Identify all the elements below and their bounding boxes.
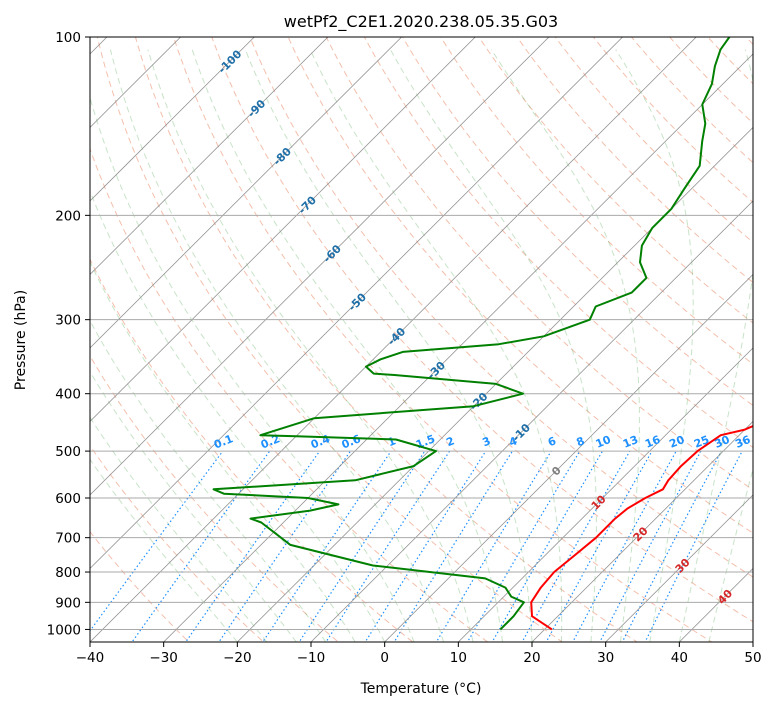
- dry-adiabat: [363, 37, 753, 448]
- x-tick-label: 30: [597, 650, 614, 666]
- y-tick-label: 300: [55, 313, 81, 329]
- dry-adiabat: [211, 37, 753, 623]
- moist-adiabat: [244, 49, 533, 642]
- dry-adiabat: [90, 530, 190, 642]
- temperature-profile-line: [530, 424, 753, 631]
- x-tick-label: 40: [671, 650, 688, 666]
- dry-adiabat: [90, 355, 340, 642]
- y-axis-label: Pressure (hPa): [13, 290, 29, 390]
- x-tick-label: −40: [76, 650, 105, 666]
- isotherm-line: [236, 126, 753, 642]
- dry-adiabat: [630, 37, 753, 164]
- moist-adiabat: [90, 319, 327, 642]
- sounding-profiles: [212, 37, 753, 631]
- x-tick-label: 10: [450, 650, 467, 666]
- isotherm-line: [310, 200, 753, 642]
- dry-adiabat: [402, 37, 753, 407]
- y-tick-label: 700: [55, 531, 81, 547]
- x-tick-label: 20: [523, 650, 540, 666]
- x-tick-label: 50: [744, 650, 761, 666]
- moist-adiabat: [615, 49, 694, 642]
- dry-adiabat: [478, 37, 753, 324]
- x-tick-label: 0: [380, 650, 389, 666]
- mixing-ratio-label: 36: [733, 433, 752, 451]
- isotherm-line: [90, 37, 403, 349]
- mixing-ratio-label: 10: [594, 433, 613, 451]
- mixing-ratio-label: 8: [575, 434, 587, 449]
- mixing-ratio-label: 2: [444, 434, 456, 449]
- mixing-ratio-label: 1: [386, 434, 398, 449]
- y-tick-label: 900: [55, 595, 81, 611]
- isotherm-line: [90, 37, 329, 275]
- isotherm-line: [90, 37, 624, 570]
- mixing-ratio-label: 20: [667, 433, 686, 451]
- moist-adiabat: [389, 49, 597, 642]
- isotherm-line: [457, 347, 753, 642]
- x-tick-label: −30: [149, 650, 178, 666]
- x-tick-label: −10: [297, 650, 326, 666]
- moist-adiabat: [309, 49, 563, 642]
- isotherm-line: [90, 37, 182, 128]
- dry-adiabat: [440, 37, 753, 365]
- y-tick-label: 200: [55, 208, 81, 224]
- moist-adiabat: [147, 49, 474, 642]
- moist-adiabat: [90, 458, 238, 642]
- dewpoint-profile-line: [212, 37, 731, 631]
- moist-adiabat: [191, 49, 503, 642]
- isotherm-line: [90, 37, 697, 642]
- moist-adiabat: [490, 49, 640, 642]
- isotherm-line: [384, 273, 753, 642]
- moist-adiabat: [708, 467, 753, 642]
- x-axis-label: Temperature (°C): [360, 681, 482, 697]
- moist-adiabat: [90, 370, 297, 642]
- isotherm-line: [531, 420, 753, 642]
- y-tick-label: 100: [55, 30, 81, 46]
- isotherm-line: [90, 37, 550, 496]
- isotherm-line: [605, 494, 753, 642]
- mixing-ratio-label: 25: [692, 433, 711, 451]
- moist-adiabat: [109, 49, 445, 642]
- moist-adiabat: [90, 416, 268, 642]
- x-tick-label: −20: [223, 650, 252, 666]
- mixing-ratio-label: 3: [481, 434, 493, 449]
- isotherm-line: [90, 37, 476, 423]
- isotherm-line: [90, 37, 255, 202]
- isotherm-line: [163, 53, 753, 642]
- y-tick-label: 400: [55, 387, 81, 403]
- y-tick-label: 1000: [47, 622, 81, 638]
- y-axis: 1000 900 800 700 600 500 400 300 200 100: [47, 30, 90, 638]
- y-tick-label: 500: [55, 444, 81, 460]
- mixing-ratio-label: 16: [643, 433, 662, 451]
- moist-adiabat: [678, 49, 753, 642]
- y-tick-label: 600: [55, 491, 81, 507]
- chart-title: wetPf2_C2E1.2020.238.05.35.G03: [284, 12, 558, 32]
- moist-adiabat: [90, 95, 415, 642]
- y-tick-label: 800: [55, 565, 81, 581]
- dry-adiabat: [96, 37, 564, 642]
- dry-adiabat: [249, 37, 753, 578]
- dry-adiabat: [287, 37, 753, 534]
- mixing-ratio-label: 13: [621, 433, 640, 451]
- x-axis: −40 −30 −20 −10 0 10 20 30 40 50: [76, 642, 762, 666]
- plot-frame: [89, 36, 754, 643]
- dry-adiabat: [134, 37, 638, 642]
